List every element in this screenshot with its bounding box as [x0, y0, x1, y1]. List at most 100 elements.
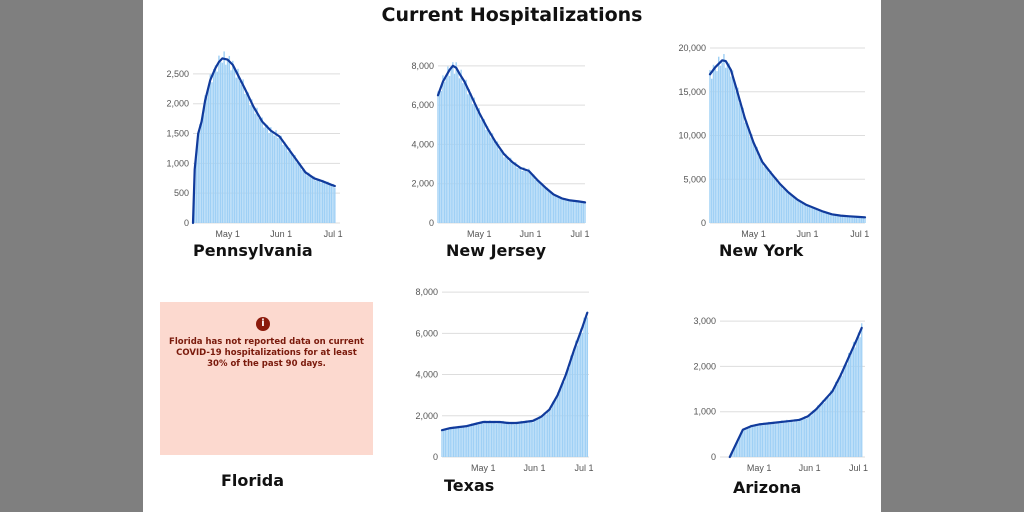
bar: [831, 214, 833, 223]
notice-text: Florida has not reported data on current…: [169, 337, 364, 369]
bar: [484, 420, 486, 457]
bar: [332, 183, 334, 223]
y-tick-label: 0: [429, 218, 434, 228]
bar: [467, 425, 470, 457]
bar: [832, 214, 835, 223]
bar: [498, 150, 500, 223]
bar: [497, 420, 499, 457]
bar: [766, 168, 769, 223]
bar: [536, 178, 538, 223]
bar: [505, 153, 507, 223]
bar: [799, 201, 802, 223]
bar: [565, 372, 567, 457]
bar: [462, 425, 465, 457]
bar: [728, 63, 730, 223]
bar: [467, 94, 469, 223]
bar: [462, 83, 464, 223]
bar: [821, 400, 824, 457]
bar: [769, 424, 772, 457]
info-icon: i: [256, 317, 270, 331]
bar: [478, 108, 480, 223]
x-tick-label: May 1: [747, 463, 772, 473]
bar: [334, 187, 336, 223]
bar: [756, 426, 759, 457]
bar: [468, 89, 471, 223]
bar: [818, 407, 821, 457]
bar: [529, 174, 532, 223]
bar: [527, 423, 529, 457]
bar: [773, 421, 775, 457]
bar: [263, 127, 265, 223]
bar: [463, 82, 466, 223]
bar: [564, 198, 566, 223]
bar: [726, 61, 729, 223]
bar: [780, 184, 783, 223]
bar: [792, 196, 795, 223]
bar: [794, 419, 796, 457]
bar: [280, 135, 282, 223]
bar: [860, 216, 863, 223]
bar: [515, 421, 518, 457]
bar: [483, 119, 485, 223]
bar: [489, 420, 491, 457]
bar: [583, 317, 585, 457]
bar: [812, 207, 814, 223]
bar: [471, 423, 473, 457]
bar: [751, 134, 753, 223]
bar: [857, 216, 859, 223]
bar: [857, 332, 860, 457]
bar: [264, 123, 267, 223]
bar: [475, 107, 477, 223]
bar: [448, 76, 451, 223]
bar: [784, 422, 786, 457]
bar: [848, 216, 851, 223]
bar: [522, 423, 524, 457]
bar: [525, 420, 527, 457]
bar: [839, 215, 842, 223]
bar: [311, 177, 314, 223]
bar: [285, 144, 288, 223]
bar: [789, 420, 791, 457]
bar: [513, 424, 516, 457]
bar: [469, 426, 471, 457]
bar: [309, 176, 312, 223]
bar: [744, 122, 746, 223]
x-tick-label: May 1: [467, 229, 492, 239]
page-title: Current Hospitalizations: [381, 4, 643, 26]
bar: [514, 162, 517, 223]
y-tick-label: 10,000: [678, 131, 706, 141]
bar: [581, 202, 583, 223]
bar: [830, 390, 832, 457]
bar: [787, 193, 790, 223]
bar: [711, 78, 713, 223]
bar: [759, 157, 762, 223]
bar: [777, 421, 780, 457]
bar: [545, 414, 547, 457]
bar: [851, 351, 853, 457]
bar: [743, 430, 746, 457]
bar: [493, 141, 495, 223]
bar: [211, 82, 213, 223]
bar: [532, 422, 534, 457]
bar: [219, 61, 222, 224]
bar: [768, 172, 770, 223]
bar: [454, 428, 456, 457]
bar: [327, 181, 329, 223]
bar: [271, 132, 274, 223]
chart-new-york: 0 5,000 10,000 15,000 20,000 May 1 Jun 1 Jul 1: [678, 43, 869, 239]
bar: [470, 93, 472, 223]
bar: [490, 423, 493, 457]
bar: [770, 170, 772, 223]
bar: [442, 429, 445, 457]
bar: [742, 107, 744, 223]
bar: [864, 217, 866, 223]
bar: [472, 425, 475, 457]
bar: [774, 424, 777, 457]
bar: [204, 95, 206, 223]
bar: [492, 421, 494, 457]
chart-arizona: 0 1,000 2,000 3,000 May 1 Jun 1 Jul 1: [693, 316, 868, 473]
bar: [472, 104, 474, 223]
x-tick-label: Jul 1: [849, 463, 868, 473]
bar: [247, 92, 250, 223]
bar: [795, 420, 798, 457]
